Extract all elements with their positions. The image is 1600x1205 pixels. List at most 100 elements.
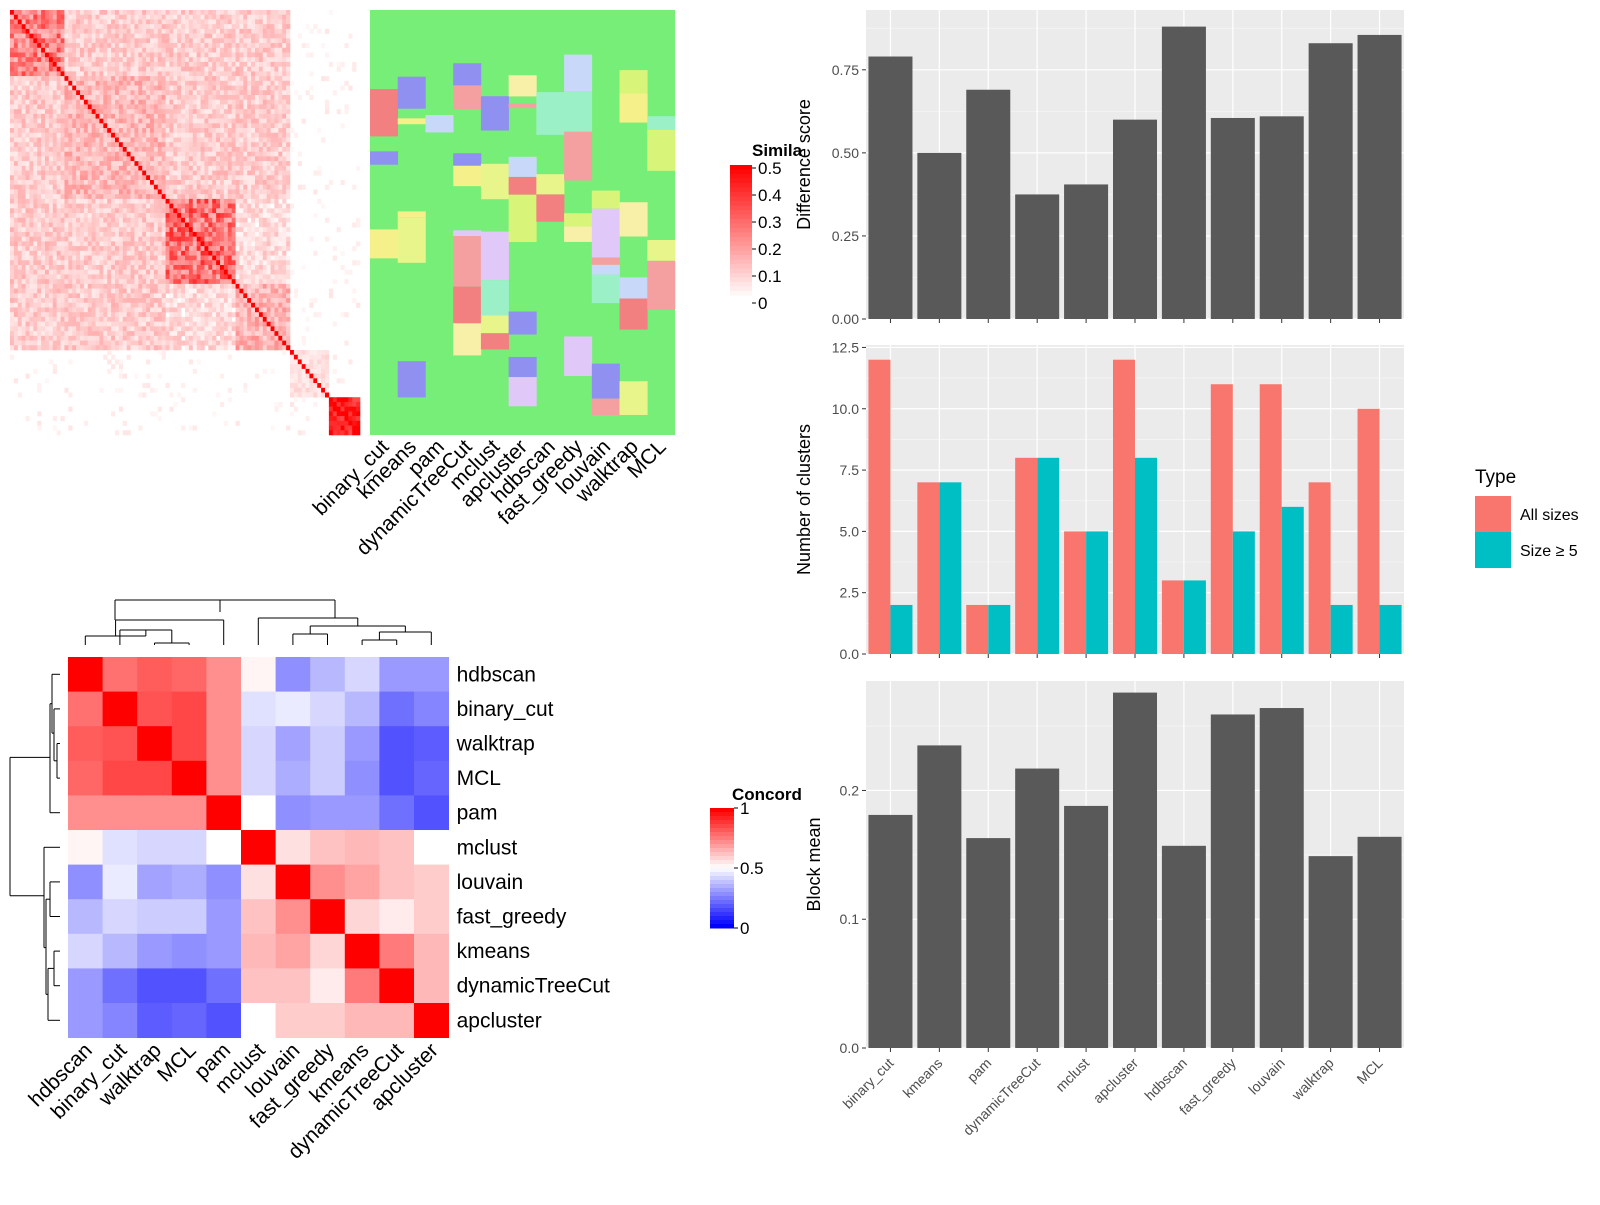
similarity-cell xyxy=(313,24,318,30)
similarity-cell xyxy=(266,118,271,124)
similarity-cell xyxy=(188,170,194,176)
similarity-cell xyxy=(223,312,229,318)
similarity-cell xyxy=(118,269,124,275)
similarity-cell xyxy=(165,208,170,214)
similarity-cell xyxy=(231,66,236,72)
similarity-cell xyxy=(216,260,221,266)
similarity-cell xyxy=(33,95,38,101)
similarity-cell xyxy=(99,321,104,327)
similarity-heatmap xyxy=(10,10,361,436)
similarity-cell xyxy=(177,321,182,327)
similarity-cell xyxy=(142,184,147,190)
similarity-cell xyxy=(33,331,38,337)
similarity-cell xyxy=(64,28,69,34)
similarity-cell xyxy=(181,255,186,261)
similarity-cell xyxy=(270,123,275,129)
similarity-cell xyxy=(76,203,81,209)
similarity-cell xyxy=(13,104,19,110)
similarity-cell xyxy=(33,217,38,223)
similarity-cell xyxy=(220,217,225,223)
similarity-cell xyxy=(52,99,57,105)
similarity-cell xyxy=(68,128,73,134)
similarity-cell xyxy=(56,43,61,49)
similarity-cell xyxy=(262,316,267,322)
similarity-cell xyxy=(200,165,205,171)
similarity-cell xyxy=(262,283,267,289)
similarity-cell xyxy=(52,312,57,318)
similarity-cell xyxy=(185,222,190,228)
similarity-cell xyxy=(134,137,139,143)
similarity-cell xyxy=(126,274,131,280)
similarity-cell xyxy=(165,213,170,219)
similarity-cell xyxy=(17,246,22,252)
similarity-cell xyxy=(130,255,135,261)
similarity-cell xyxy=(185,38,190,44)
similarity-cell xyxy=(278,279,283,285)
similarity-cell xyxy=(107,52,112,58)
similarity-cell xyxy=(76,95,81,101)
similarity-cell xyxy=(91,14,96,20)
similarity-cell xyxy=(13,128,19,134)
similarity-cell xyxy=(64,279,69,285)
similarity-cell xyxy=(297,95,302,101)
similarity-cell xyxy=(29,80,34,86)
similarity-cell xyxy=(107,265,112,271)
similarity-cell xyxy=(80,14,85,20)
similarity-cell xyxy=(266,269,271,275)
similarity-cell xyxy=(17,194,22,200)
similarity-cell xyxy=(138,109,143,115)
similarity-cell xyxy=(165,175,170,181)
similarity-cell xyxy=(48,10,54,16)
similarity-cell xyxy=(251,33,256,39)
similarity-cell xyxy=(87,293,92,299)
similarity-cell xyxy=(177,175,182,181)
similarity-cell xyxy=(286,184,291,190)
similarity-cell xyxy=(157,123,162,129)
similarity-cell xyxy=(173,265,178,271)
similarity-cell xyxy=(278,123,283,129)
similarity-cell xyxy=(231,208,236,214)
similarity-cell xyxy=(115,298,120,304)
similarity-cell xyxy=(37,236,42,242)
similarity-cell xyxy=(220,246,225,252)
similarity-cell xyxy=(235,222,240,228)
similarity-cell xyxy=(173,146,178,152)
similarity-cell xyxy=(188,321,194,327)
similarity-cell xyxy=(169,165,174,171)
similarity-cell xyxy=(150,165,155,171)
similarity-cell xyxy=(72,123,77,129)
similarity-cell xyxy=(68,165,73,171)
similarity-cell xyxy=(204,180,209,186)
similarity-cell xyxy=(188,85,194,91)
similarity-cell xyxy=(192,146,197,152)
similarity-cell xyxy=(173,213,178,219)
similarity-cell xyxy=(235,241,240,247)
similarity-cell xyxy=(130,274,135,280)
similarity-cell xyxy=(87,151,92,157)
similarity-cell xyxy=(138,146,143,152)
similarity-cell xyxy=(247,19,252,25)
similarity-cell xyxy=(150,316,155,322)
similarity-cell xyxy=(227,165,232,171)
similarity-cell xyxy=(301,118,306,124)
similarity-cell xyxy=(161,132,166,138)
similarity-cell xyxy=(266,43,271,49)
similarity-cell xyxy=(25,293,30,299)
similarity-cell xyxy=(258,19,264,25)
similarity-cell xyxy=(188,203,194,209)
similarity-cell xyxy=(150,250,155,256)
similarity-cell xyxy=(251,28,256,34)
similarity-cell xyxy=(258,99,264,105)
similarity-cell xyxy=(266,104,271,110)
similarity-cell xyxy=(115,288,120,294)
similarity-cell xyxy=(216,312,221,318)
similarity-cell xyxy=(243,312,248,318)
similarity-cell xyxy=(146,208,151,214)
similarity-cell xyxy=(60,28,65,34)
similarity-cell xyxy=(185,194,190,200)
similarity-cell xyxy=(29,156,34,162)
similarity-cell xyxy=(216,137,221,143)
similarity-cell xyxy=(118,71,124,77)
similarity-cell xyxy=(169,170,174,176)
similarity-cell xyxy=(99,113,104,119)
